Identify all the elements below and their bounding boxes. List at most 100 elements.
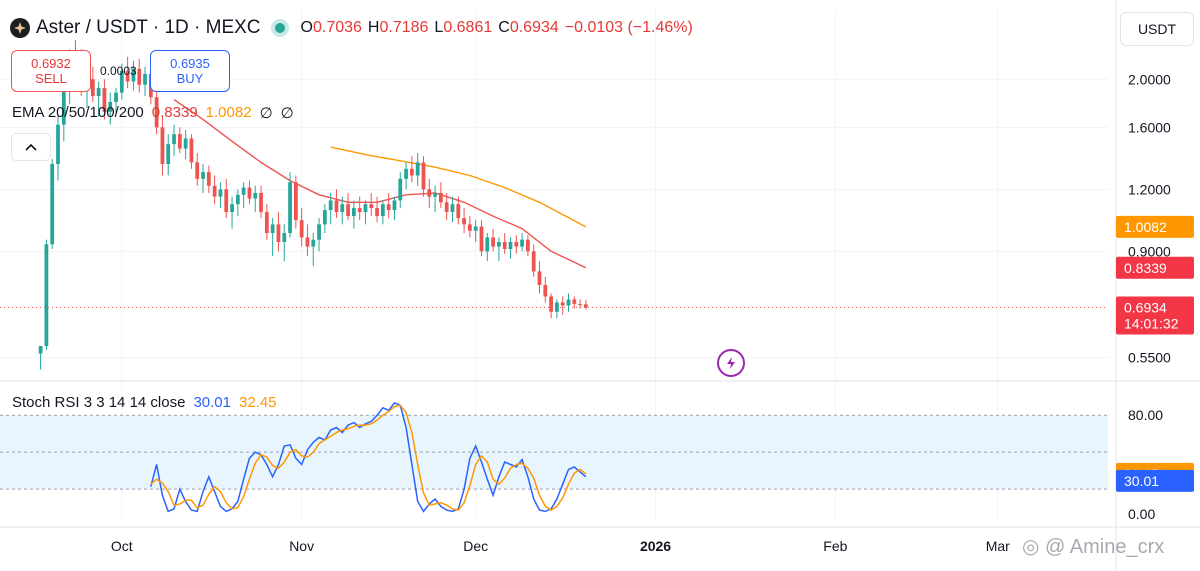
sell-label: SELL bbox=[35, 71, 67, 86]
close-value: 0.6934 bbox=[509, 19, 559, 36]
buy-button[interactable]: 0.6935 BUY bbox=[150, 50, 230, 92]
candle-body bbox=[467, 224, 472, 231]
candle-body bbox=[282, 232, 287, 242]
candle-body bbox=[201, 172, 205, 179]
ema-lines bbox=[0, 99, 1108, 309]
candle-body bbox=[264, 212, 269, 233]
ema50-legend-value: 1.0082 bbox=[205, 104, 252, 121]
candle-body bbox=[44, 244, 49, 347]
symbol-title[interactable]: Aster / USDT · 1D · MEXC bbox=[36, 17, 261, 38]
candle-body bbox=[526, 239, 530, 252]
candle-body bbox=[584, 304, 588, 308]
candle-body bbox=[566, 299, 571, 306]
sell-button[interactable]: 0.6932 SELL bbox=[11, 50, 91, 92]
candle-body bbox=[514, 241, 519, 247]
candle-body bbox=[172, 134, 176, 145]
time-axis-tick-label: Mar bbox=[986, 538, 1010, 554]
candle-body bbox=[183, 138, 188, 149]
lightning-icon[interactable] bbox=[717, 349, 745, 377]
candle-body bbox=[427, 189, 432, 197]
watermark: ◎ @ Amine_crx bbox=[1022, 536, 1165, 558]
buy-price: 0.6935 bbox=[170, 56, 210, 71]
candle-body bbox=[154, 97, 159, 128]
candle-body bbox=[421, 162, 426, 190]
high-key: H bbox=[367, 19, 380, 36]
candle-body bbox=[462, 218, 466, 225]
candle-body bbox=[392, 200, 397, 211]
collapse-legend-button[interactable] bbox=[11, 133, 51, 161]
ema200-legend-value: ∅ bbox=[280, 105, 294, 122]
candle-body bbox=[537, 271, 542, 285]
candle-body bbox=[241, 187, 246, 195]
candle-body bbox=[247, 187, 252, 199]
open-key: O bbox=[300, 19, 313, 36]
open-value: 0.7036 bbox=[312, 19, 362, 36]
sell-price: 0.6932 bbox=[31, 56, 71, 71]
candle-body bbox=[578, 303, 582, 305]
ema50-price-tag-bg bbox=[1116, 215, 1194, 238]
time-axis-tick-label: Nov bbox=[289, 538, 314, 554]
close-key: C bbox=[498, 19, 510, 36]
candle-body bbox=[572, 299, 577, 304]
candle-body bbox=[61, 84, 66, 125]
spread-value: 0.0003 bbox=[100, 64, 137, 78]
symbol-header: Aster / USDT · 1D · MEXC O0.7036 H0.7186… bbox=[10, 15, 693, 41]
ema-legend-name: EMA 20/50/100/200 bbox=[12, 104, 144, 121]
candle-body bbox=[479, 226, 484, 252]
stoch-lines bbox=[150, 401, 587, 513]
candle-body bbox=[357, 208, 362, 213]
buy-label: BUY bbox=[176, 71, 204, 86]
ema20-legend-value: 0.8339 bbox=[151, 104, 198, 121]
ohlc-values: O0.7036 H0.7186 L0.6861 C0.6934 −0.0103 … bbox=[301, 19, 693, 37]
candle-body bbox=[508, 241, 513, 249]
candle-body bbox=[119, 70, 124, 93]
low-value: 0.6861 bbox=[443, 19, 493, 36]
high-value: 0.7186 bbox=[379, 19, 429, 36]
ema50-price-tag-text: 1.0082 bbox=[1124, 219, 1167, 235]
stoch-axis-tick-label: 80.00 bbox=[1128, 407, 1163, 423]
last-price-tag-text: 0.6934 bbox=[1124, 300, 1167, 316]
stoch-band bbox=[0, 414, 1108, 490]
candle-body bbox=[502, 241, 507, 249]
currency-select[interactable]: USDT bbox=[1120, 12, 1194, 46]
candle-body bbox=[363, 204, 368, 213]
ema20-price-tag-text: 0.8339 bbox=[1124, 260, 1167, 276]
candle-body bbox=[415, 162, 420, 176]
stoch-legend-name: Stoch RSI 3 3 14 14 close bbox=[12, 394, 186, 411]
candle-body bbox=[276, 224, 281, 242]
price-axis-tick-label: 1.2000 bbox=[1128, 181, 1171, 197]
stoch-d-legend-value: 32.45 bbox=[238, 394, 277, 411]
candle-body bbox=[375, 208, 379, 217]
last-price-tag-bg bbox=[1116, 296, 1194, 335]
candle-body bbox=[380, 204, 385, 217]
ema20-price-tag-bg bbox=[1116, 256, 1194, 279]
candle-body bbox=[328, 200, 333, 211]
candle-body bbox=[102, 88, 107, 112]
stoch-k-legend-value: 30.01 bbox=[193, 394, 231, 411]
candle-body bbox=[253, 192, 258, 199]
candle-body bbox=[143, 73, 147, 85]
candle-body bbox=[125, 70, 130, 82]
time-axis-tick-label: 2026 bbox=[640, 538, 671, 554]
ema-legend[interactable]: EMA 20/50/100/200 0.8339 1.0082 ∅ ∅ bbox=[12, 104, 294, 122]
candle-body bbox=[473, 226, 478, 231]
candle-body bbox=[491, 237, 495, 247]
candle-body bbox=[177, 134, 182, 149]
candle-body bbox=[543, 284, 548, 297]
chevron-up-icon bbox=[25, 143, 37, 151]
candle-body bbox=[404, 168, 408, 179]
stoch-legend[interactable]: Stoch RSI 3 3 14 14 close 30.01 32.45 bbox=[12, 394, 277, 411]
candle-body bbox=[497, 241, 501, 247]
aster-logo-icon bbox=[10, 18, 30, 38]
ema-line bbox=[173, 99, 587, 269]
candle-body bbox=[438, 192, 443, 203]
watermark-text: Amine_crx bbox=[1069, 536, 1165, 558]
candle-body bbox=[450, 204, 455, 213]
ema100-legend-value: ∅ bbox=[259, 105, 273, 122]
candle-body bbox=[160, 127, 165, 164]
price-axis-tick-label: 2.0000 bbox=[1128, 71, 1171, 87]
candle-body bbox=[195, 162, 200, 179]
